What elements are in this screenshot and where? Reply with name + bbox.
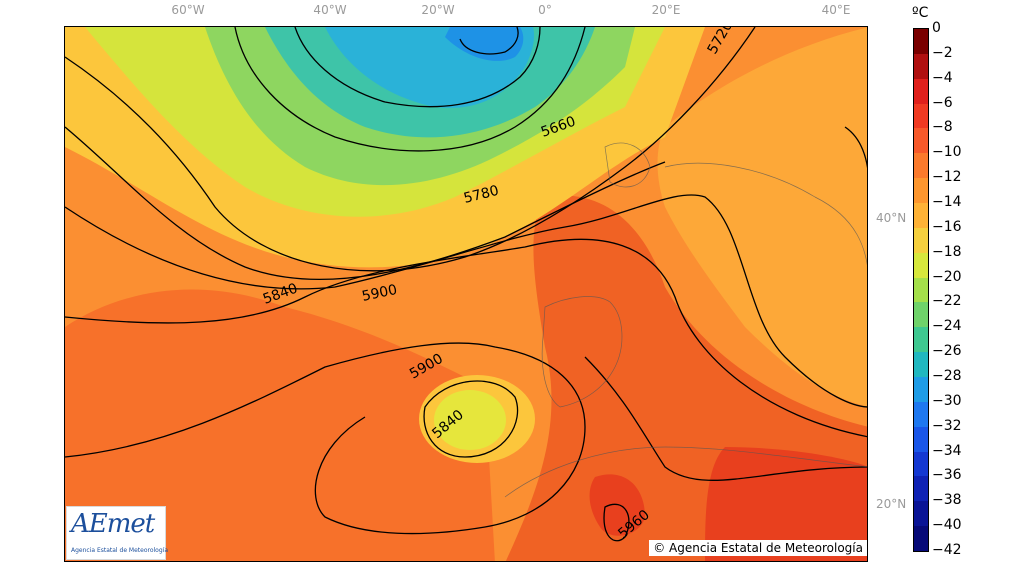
colorbar-tick-label: −34 xyxy=(932,442,962,459)
colorbar-segment xyxy=(914,178,928,204)
logo-wordmark: AEmet xyxy=(71,509,155,539)
colorbar-segment xyxy=(914,252,928,279)
colorbar-segment xyxy=(914,103,928,129)
colorbar-tick-label: −32 xyxy=(932,417,962,434)
contour-label: 5900 xyxy=(361,282,399,305)
colorbar-tick-label: −10 xyxy=(932,144,962,161)
colorbar-segment xyxy=(914,227,928,254)
continental-field xyxy=(657,27,867,407)
colorbar-tick-label: −40 xyxy=(932,517,962,534)
colorbar-segment xyxy=(914,153,928,179)
contour-line xyxy=(423,380,519,458)
colorbar-tick-label: −24 xyxy=(932,318,962,335)
colorbar-tick-label: −2 xyxy=(932,44,953,61)
colorbar-segment xyxy=(914,327,928,353)
colorbar-segment xyxy=(914,352,928,378)
copyright-notice: © Agencia Estatal de Meteorología xyxy=(649,540,867,556)
colorbar-unit: ºC xyxy=(912,5,929,21)
warm-band xyxy=(65,289,495,561)
colorbar-segment xyxy=(914,426,928,453)
contour-line xyxy=(844,126,867,169)
colorbar-tick-label: −12 xyxy=(932,169,962,186)
north-africa-coast xyxy=(504,446,867,498)
colorbar-segment xyxy=(914,302,928,328)
colorbar-tick-label: −28 xyxy=(932,368,962,384)
colorbar-tick-label: 0 xyxy=(932,20,941,36)
longitude-label: 20°W xyxy=(421,3,455,17)
colorbar-tick-label: −42 xyxy=(932,542,962,558)
latitude-label: 20°N xyxy=(876,497,907,511)
longitude-label: 20°E xyxy=(651,3,681,17)
colorbar-segment xyxy=(914,377,928,403)
colorbar-segment xyxy=(914,203,928,229)
longitude-label: 60°W xyxy=(171,3,205,17)
colorbar-segment xyxy=(914,451,928,477)
colorbar-tick-label: −18 xyxy=(932,243,962,260)
europe-coast xyxy=(664,162,867,266)
geopotential-contours xyxy=(65,27,867,542)
colorbar-tick-label: −22 xyxy=(932,293,962,310)
longitude-label: 40°E xyxy=(821,3,851,17)
colorbar-tick-label: −36 xyxy=(932,467,962,484)
colorbar-segment xyxy=(914,29,928,55)
aemet-logo: AEmet Agencia Estatal de Meteorología xyxy=(66,506,168,560)
logo-subtitle: Agencia Estatal de Meteorología xyxy=(71,547,168,554)
colorbar-tick-label: −38 xyxy=(932,492,962,509)
colorbar-tick-label: −14 xyxy=(932,194,962,210)
uk-coast xyxy=(604,142,651,188)
contour-line xyxy=(65,342,586,535)
hot-spot-east xyxy=(705,447,867,561)
contour-line xyxy=(65,194,867,408)
longitude-label: 0° xyxy=(538,3,552,17)
contour-line xyxy=(65,238,867,438)
latitude-label: 40°N xyxy=(876,211,907,225)
map-panel: 5720 5660 5780 5840 5900 5900 5840 5960 xyxy=(64,26,868,562)
contour-line xyxy=(294,27,541,108)
colorbar-tick-label: −20 xyxy=(932,268,962,285)
colorbar-tick-label: −26 xyxy=(932,343,962,360)
colorbar xyxy=(913,28,929,552)
colorbar-segment xyxy=(914,53,928,80)
colorbar-segment xyxy=(914,501,928,527)
contour-line xyxy=(234,27,586,152)
colorbar-segment xyxy=(914,277,928,303)
cutoff-low-core xyxy=(434,390,506,450)
colorbar-segment xyxy=(914,526,928,552)
colorbar-tick-label: −30 xyxy=(932,392,962,409)
colorbar-tick-label: −6 xyxy=(932,94,953,111)
contour-line xyxy=(459,27,519,55)
contour-line xyxy=(65,27,756,272)
contour-line xyxy=(584,356,867,481)
colorbar-segment xyxy=(914,476,928,502)
colorbar-segment xyxy=(914,128,928,154)
colorbar-tick-label: −4 xyxy=(932,69,953,86)
colorbar-tick-label: −16 xyxy=(932,218,962,235)
colorbar-tick-label: −8 xyxy=(932,119,953,136)
colorbar-segment xyxy=(914,78,928,105)
contour-line xyxy=(603,503,630,542)
temperature-field: 5720 5660 5780 5840 5900 5900 5840 5960 xyxy=(65,27,867,561)
colorbar-segment xyxy=(914,401,928,428)
longitude-label: 40°W xyxy=(313,3,347,17)
iberia-coast xyxy=(541,296,623,408)
coastlines xyxy=(504,142,867,498)
